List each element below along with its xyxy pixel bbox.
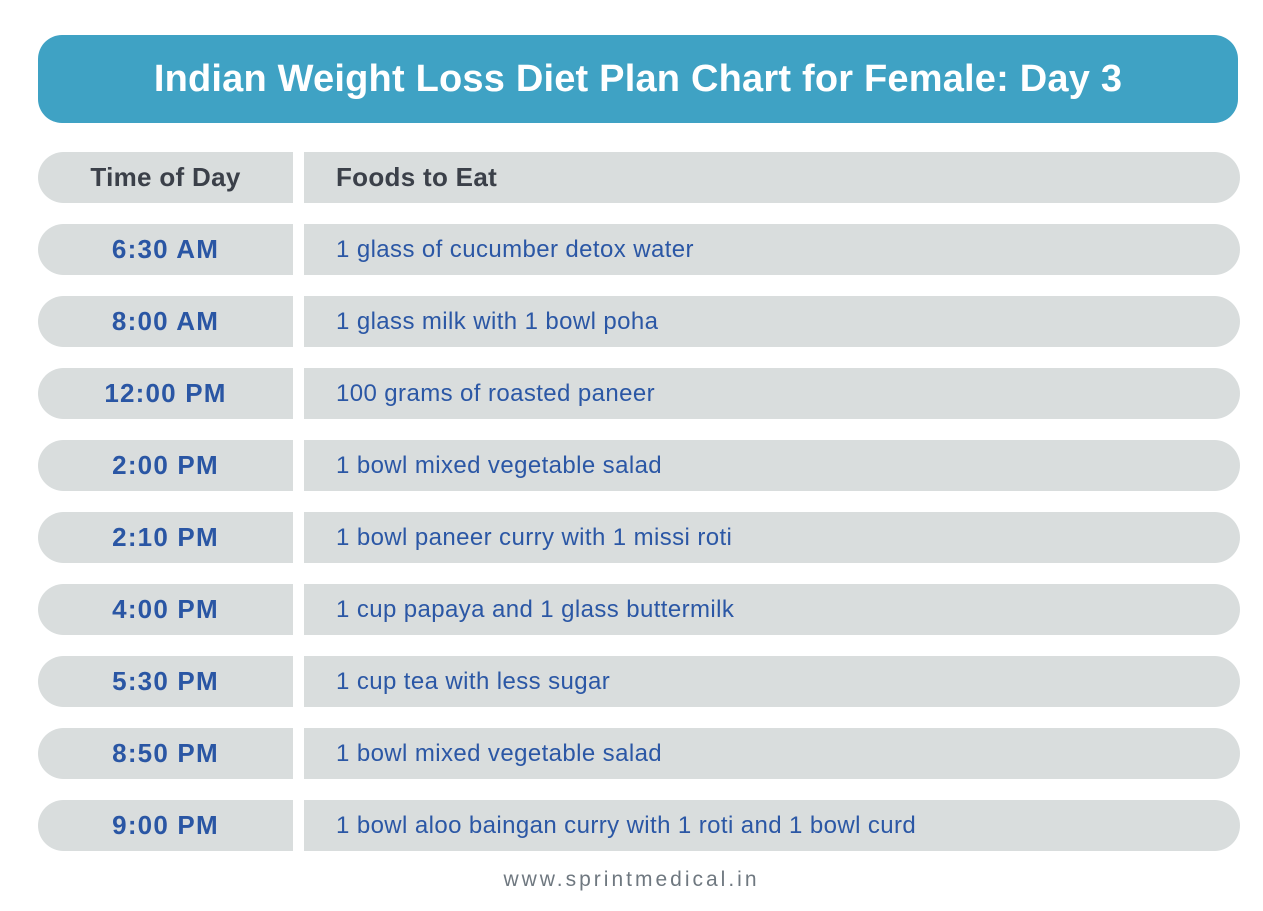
food-cell: 100 grams of roasted paneer bbox=[304, 368, 1240, 419]
food-cell: 1 glass milk with 1 bowl poha bbox=[304, 296, 1240, 347]
time-value: 2:00 PM bbox=[112, 450, 219, 480]
time-value: 4:00 PM bbox=[112, 594, 219, 624]
food-cell: 1 bowl mixed vegetable salad bbox=[304, 728, 1240, 779]
time-column-header: Time of Day bbox=[90, 162, 241, 192]
table-row: 8:00 AM 1 glass milk with 1 bowl poha bbox=[38, 296, 1240, 347]
time-value: 8:50 PM bbox=[112, 738, 219, 768]
table-row: 12:00 PM 100 grams of roasted paneer bbox=[38, 368, 1240, 419]
time-value: 8:00 AM bbox=[111, 306, 220, 336]
food-cell: 1 cup tea with less sugar bbox=[304, 656, 1240, 707]
food-cell: 1 bowl mixed vegetable salad bbox=[304, 440, 1240, 491]
table-row: 5:30 PM 1 cup tea with less sugar bbox=[38, 656, 1240, 707]
time-cell: 2:00 PM bbox=[38, 440, 293, 491]
page-title: Indian Weight Loss Diet Plan Chart for F… bbox=[153, 57, 1123, 100]
table-row: 6:30 AM 1 glass of cucumber detox water bbox=[38, 224, 1240, 275]
time-cell: 9:00 PM bbox=[38, 800, 293, 851]
food-value: 1 glass milk with 1 bowl poha bbox=[336, 307, 659, 335]
food-value: 1 cup tea with less sugar bbox=[336, 667, 611, 695]
time-value: 5:30 PM bbox=[112, 666, 219, 696]
time-cell: 8:50 PM bbox=[38, 728, 293, 779]
food-cell: 1 glass of cucumber detox water bbox=[304, 224, 1240, 275]
time-cell: 2:10 PM bbox=[38, 512, 293, 563]
time-cell: 5:30 PM bbox=[38, 656, 293, 707]
time-cell: 8:00 AM bbox=[38, 296, 293, 347]
header-food-cell: Foods to Eat bbox=[304, 152, 1240, 203]
table-header-row: Time of Day Foods to Eat bbox=[38, 152, 1240, 203]
time-value: 2:10 PM bbox=[112, 522, 219, 552]
food-value: 1 bowl aloo baingan curry with 1 roti an… bbox=[336, 811, 917, 839]
title-banner: Indian Weight Loss Diet Plan Chart for F… bbox=[38, 35, 1238, 123]
website-text: www.sprintmedical.in bbox=[503, 868, 760, 891]
food-column-header: Foods to Eat bbox=[336, 162, 498, 192]
table-row: 2:00 PM 1 bowl mixed vegetable salad bbox=[38, 440, 1240, 491]
time-value: 6:30 AM bbox=[111, 234, 220, 264]
food-value: 1 bowl paneer curry with 1 missi roti bbox=[336, 523, 733, 551]
header-time-cell: Time of Day bbox=[38, 152, 293, 203]
food-value: 1 bowl mixed vegetable salad bbox=[336, 451, 663, 479]
time-value: 9:00 PM bbox=[112, 810, 219, 840]
table-row: 2:10 PM 1 bowl paneer curry with 1 missi… bbox=[38, 512, 1240, 563]
time-cell: 6:30 AM bbox=[38, 224, 293, 275]
table-row: 9:00 PM 1 bowl aloo baingan curry with 1… bbox=[38, 800, 1240, 851]
time-cell: 12:00 PM bbox=[38, 368, 293, 419]
time-value: 12:00 PM bbox=[104, 378, 227, 408]
food-cell: 1 cup papaya and 1 glass buttermilk bbox=[304, 584, 1240, 635]
food-cell: 1 bowl aloo baingan curry with 1 roti an… bbox=[304, 800, 1240, 851]
food-value: 1 cup papaya and 1 glass buttermilk bbox=[336, 595, 735, 623]
table-row: 8:50 PM 1 bowl mixed vegetable salad bbox=[38, 728, 1240, 779]
food-value: 1 glass of cucumber detox water bbox=[336, 235, 694, 263]
diet-table: Time of Day Foods to Eat 6:30 AM 1 glass… bbox=[38, 152, 1240, 851]
food-value: 100 grams of roasted paneer bbox=[336, 379, 655, 407]
footer: www.sprintmedical.in bbox=[0, 868, 1263, 892]
time-cell: 4:00 PM bbox=[38, 584, 293, 635]
table-row: 4:00 PM 1 cup papaya and 1 glass butterm… bbox=[38, 584, 1240, 635]
food-value: 1 bowl mixed vegetable salad bbox=[336, 739, 663, 767]
food-cell: 1 bowl paneer curry with 1 missi roti bbox=[304, 512, 1240, 563]
